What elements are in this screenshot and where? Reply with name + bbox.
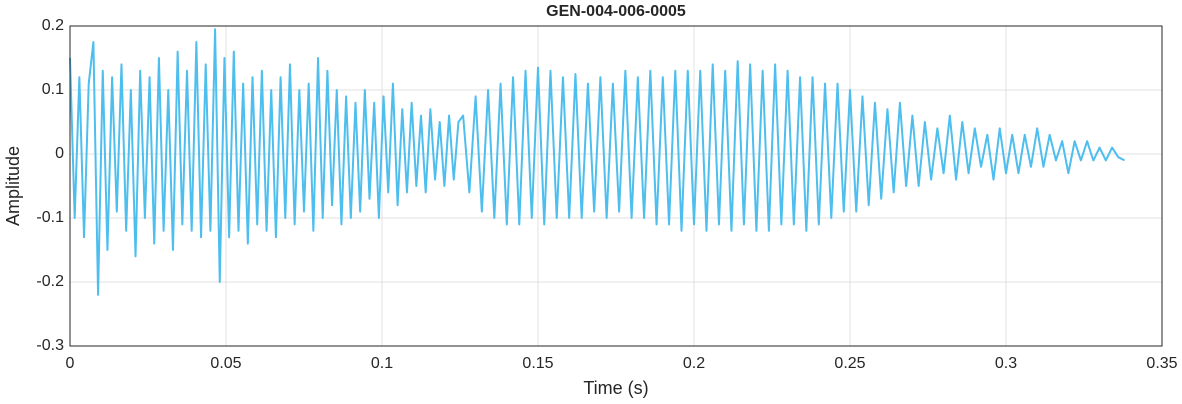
y-tick-label: 0 [55, 145, 64, 162]
x-tick-label: 0.1 [371, 355, 393, 372]
x-tick-label: 0.2 [683, 355, 705, 372]
x-axis-label: Time (s) [583, 378, 648, 398]
waveform [69, 28, 1126, 296]
x-tick-label: 0.05 [210, 355, 241, 372]
y-tick-label: -0.1 [36, 209, 64, 226]
y-tick-label: 0.1 [42, 81, 64, 98]
plot-frame [69, 25, 1163, 347]
x-tick-label: 0.3 [995, 355, 1017, 372]
x-tick-label: 0.15 [522, 355, 553, 372]
chart-title: GEN-004-006-0005 [546, 3, 686, 20]
y-tick-label: -0.2 [36, 273, 64, 290]
x-tick-label: 0.25 [834, 355, 865, 372]
x-tick-label: 0.35 [1146, 355, 1177, 372]
y-tick-label: 0.2 [42, 17, 64, 34]
y-tick-label: -0.3 [36, 337, 64, 354]
y-axis-label: Amplitude [3, 146, 23, 226]
x-tick-label: 0 [66, 355, 75, 372]
